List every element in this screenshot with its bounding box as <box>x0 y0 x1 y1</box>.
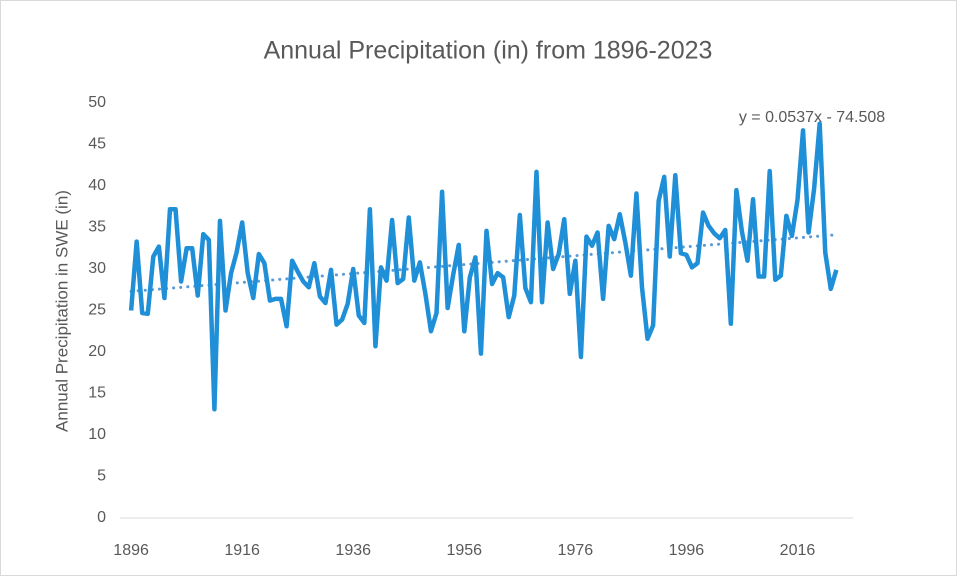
x-tick-label: 1896 <box>113 542 149 559</box>
y-tick-label: 50 <box>88 94 106 111</box>
y-tick-label: 0 <box>97 509 106 526</box>
y-tick-label: 5 <box>97 468 106 485</box>
x-tick-label: 1956 <box>446 542 482 559</box>
x-tick-label: 2016 <box>780 542 816 559</box>
x-tick-label: 1936 <box>335 542 371 559</box>
y-tick-label: 40 <box>88 177 106 194</box>
y-tick-label: 35 <box>88 219 106 236</box>
x-tick-label: 1976 <box>558 542 594 559</box>
x-tick-label: 1916 <box>224 542 260 559</box>
y-tick-label: 15 <box>88 385 106 402</box>
y-tick-label: 45 <box>88 136 106 153</box>
y-axis-label: Annual Precipitation in SWE (in) <box>52 190 71 432</box>
trendline-label: y = 0.0537x - 74.508 <box>739 109 885 126</box>
chart-title: Annual Precipitation (in) from 1896-2023 <box>264 37 713 65</box>
x-tick-label: 1996 <box>669 542 705 559</box>
y-tick-label: 20 <box>88 343 106 360</box>
y-tick-label: 30 <box>88 260 106 277</box>
y-tick-label: 10 <box>88 426 106 443</box>
data-line <box>128 121 839 412</box>
y-tick-label: 25 <box>88 302 106 319</box>
